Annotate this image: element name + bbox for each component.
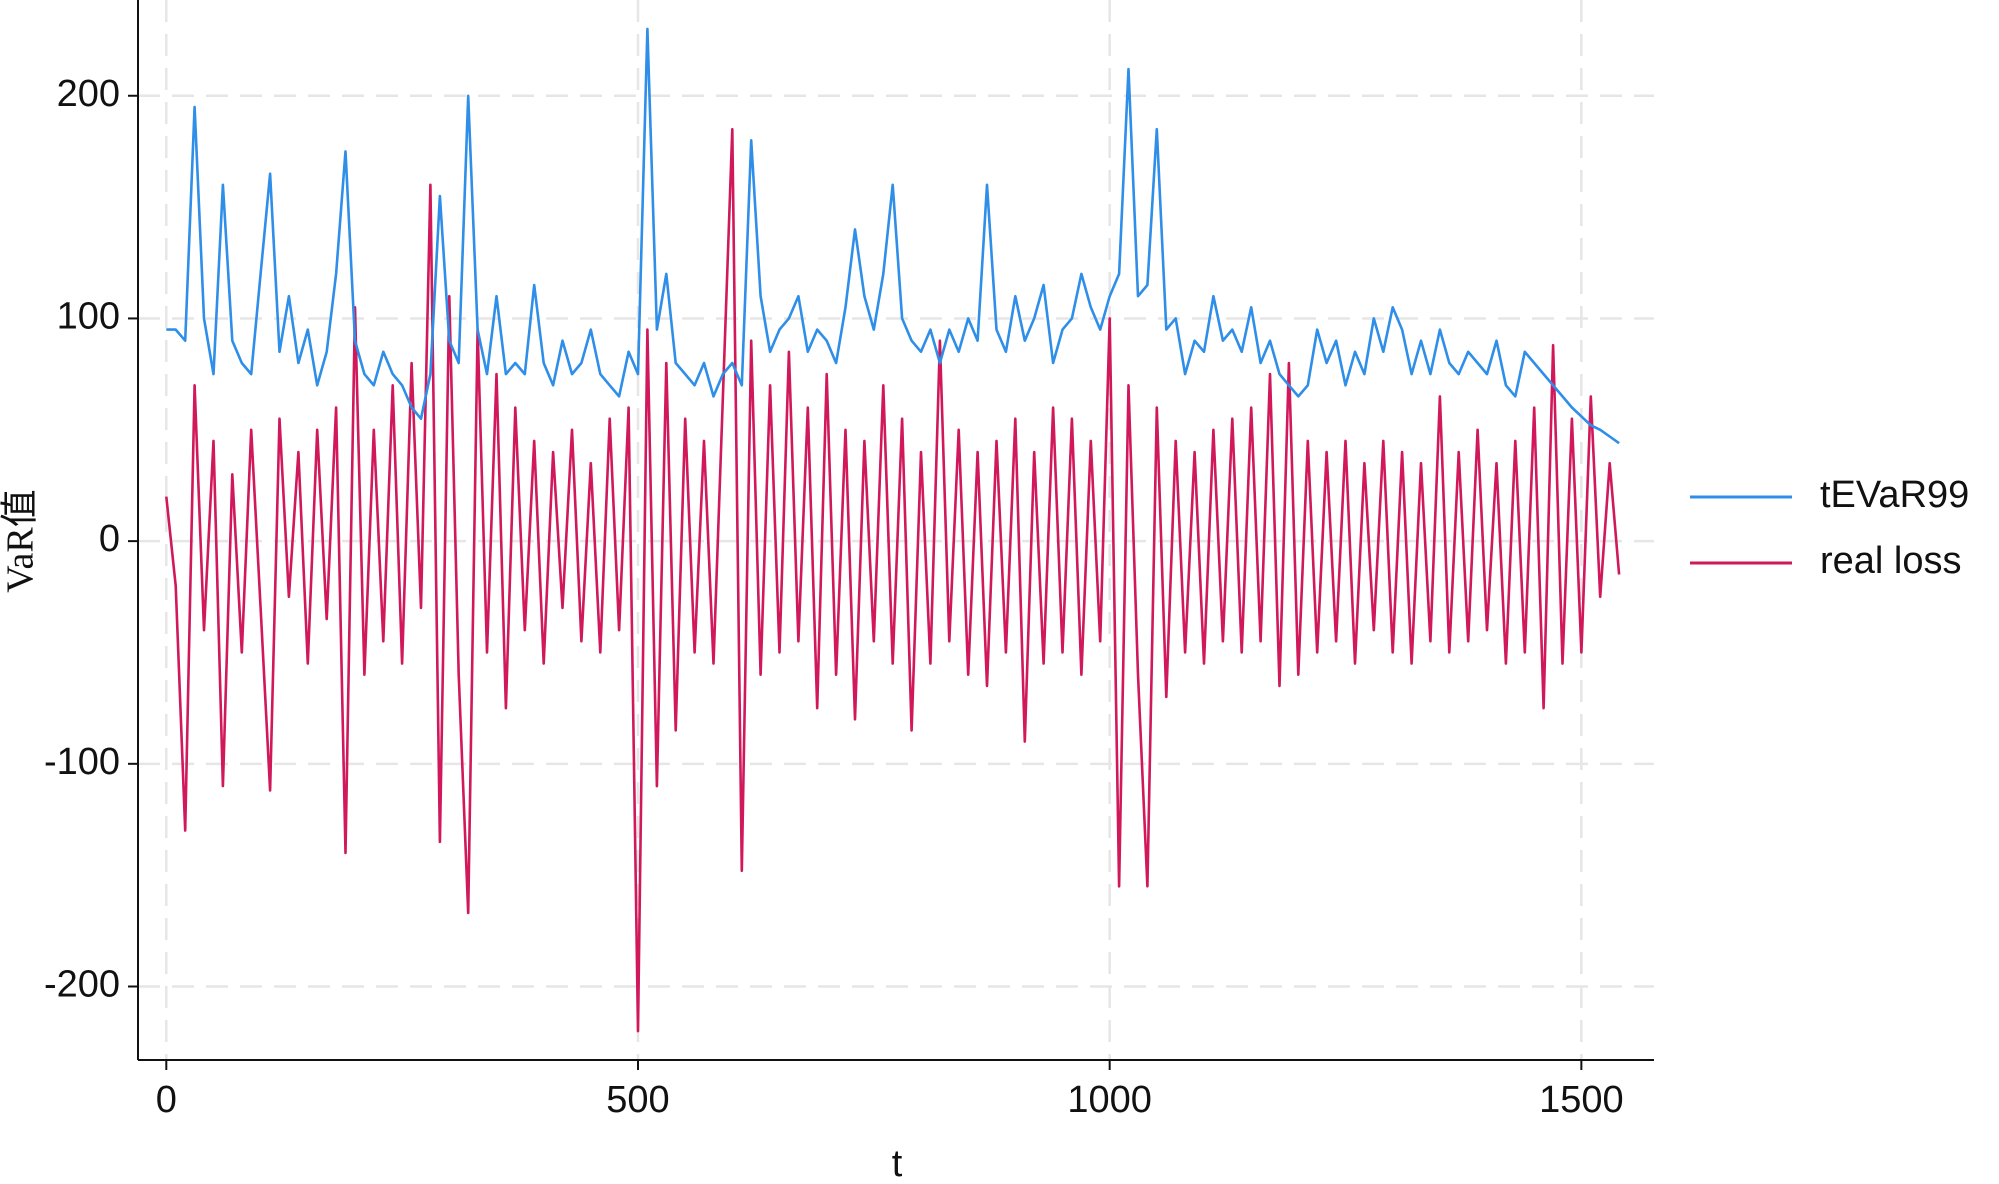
x-tick-label: 500 (606, 1079, 669, 1121)
x-tick-label: 1500 (1539, 1079, 1624, 1121)
series-line (165, 127, 1621, 1033)
y-tick-label: 200 (57, 73, 120, 115)
series-line (166, 27, 1620, 445)
y-axis-label: VaR值 (0, 489, 42, 592)
y-tick-label: -200 (44, 964, 120, 1006)
y-tick-label: -100 (44, 741, 120, 783)
x-tick-label: 0 (156, 1079, 177, 1121)
legend-label: real loss (1820, 540, 1962, 582)
y-tick-label: 0 (99, 518, 120, 560)
legend-label: tEVaR99 (1820, 474, 1969, 516)
x-tick-label: 1000 (1067, 1079, 1152, 1121)
y-tick-label: 100 (57, 295, 120, 337)
x-axis-label: t (892, 1143, 903, 1184)
